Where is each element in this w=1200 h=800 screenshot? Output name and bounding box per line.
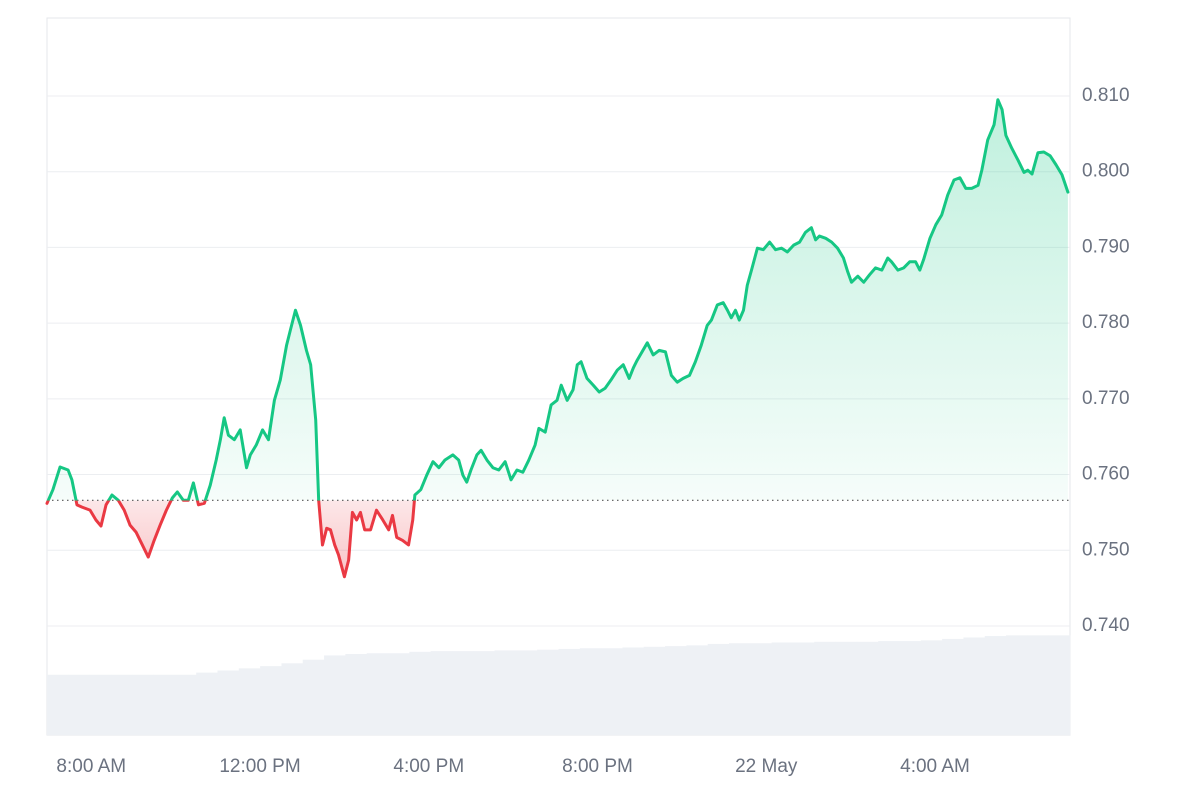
volume-bar [324,655,346,735]
y-tick-label: 0.760 [1082,464,1130,485]
volume-bar [473,651,495,735]
volume-bar [132,674,154,735]
x-tick-label: 12:00 PM [219,756,300,777]
x-tick-label: 8:00 AM [56,756,126,777]
volume-bar [643,646,666,735]
volume-bar [856,641,879,735]
volume-bar [260,666,282,735]
volume-bar [388,653,410,735]
volume-bar [686,645,708,735]
volume-bar [750,643,772,735]
y-tick-label: 0.790 [1082,236,1130,257]
volume-bar [942,638,964,735]
y-tick-label: 0.780 [1082,312,1130,333]
x-tick-label: 4:00 PM [393,756,464,777]
price-area [47,99,1068,577]
volume-bar [899,641,922,735]
volume-bar [1048,635,1071,735]
volume-bar [196,672,218,735]
y-tick-label: 0.810 [1082,85,1130,106]
volume-bar [558,648,581,735]
volume-bar [110,674,133,735]
volume-bar [601,648,623,735]
x-tick-label: 4:00 AM [900,756,970,777]
volume-bar [515,650,538,735]
volume-bar [494,650,517,735]
volume-bar [1006,635,1028,735]
volume-bar [665,646,687,735]
y-tick-label: 0.770 [1082,388,1130,409]
y-tick-label: 0.800 [1082,161,1130,182]
volume-bar [89,674,112,735]
x-tick-label: 22 May [735,756,798,777]
volume-bar [771,642,794,735]
y-tick-label: 0.750 [1082,539,1130,560]
volume-bar [878,641,900,735]
y-tick-label: 0.740 [1082,615,1130,636]
volume-bar [238,668,261,735]
volume-bar [153,674,176,735]
volume-bar [814,641,836,735]
volume-bar [68,674,90,735]
volume-bar [281,663,304,735]
volume-bar [920,640,943,735]
volume-bar [792,642,815,735]
volume-bar [217,670,240,735]
volume-bar [835,641,858,735]
volume-bar [302,659,325,735]
volume-bar [345,653,367,735]
volume-bar [409,651,431,735]
volume-bar [622,647,645,735]
x-tick-label: 8:00 PM [562,756,633,777]
volume-bar [537,649,559,735]
volume-bar [47,674,69,735]
volume-bar [707,643,730,735]
price-line [45,98,1070,579]
volume-bar [366,653,389,735]
volume-bar [451,651,474,735]
volume-bar [729,643,751,735]
volume-bar [174,674,197,735]
volume-bar [963,637,986,735]
volume-bar [579,648,602,735]
volume-bar [984,636,1007,735]
volume-bar [1027,635,1049,735]
volume-bar [430,651,453,735]
